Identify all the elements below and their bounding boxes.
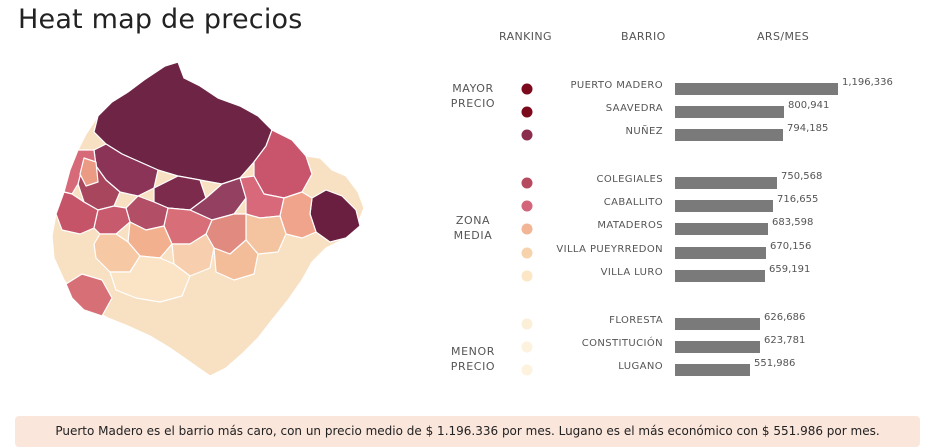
ranking-dot bbox=[521, 177, 533, 189]
group-label-line2: PRECIO bbox=[450, 360, 496, 373]
group-label-mayor: MAYOR PRECIO bbox=[443, 81, 503, 111]
bar-value-label: 659,191 bbox=[769, 264, 811, 275]
group-label-line2: MEDIA bbox=[453, 229, 493, 242]
bar-category-label: COLEGIALES bbox=[596, 174, 663, 185]
bar bbox=[675, 200, 773, 212]
bar-category-label: MATADEROS bbox=[597, 220, 663, 231]
chart-title: Heat map de precios bbox=[18, 4, 303, 35]
bar-value-label: 750,568 bbox=[781, 171, 823, 182]
group-label-media: ZONA MEDIA bbox=[443, 213, 503, 243]
header-ranking: RANKING bbox=[499, 30, 552, 43]
ranking-dot bbox=[521, 364, 533, 376]
bar bbox=[675, 318, 760, 330]
group-label-menor: MENOR PRECIO bbox=[443, 344, 503, 374]
bar bbox=[675, 364, 750, 376]
map-zone-center-4 bbox=[93, 205, 131, 235]
map-zone-north bbox=[93, 61, 273, 185]
bar-category-label: VILLA PUEYRREDON bbox=[556, 244, 663, 255]
bar bbox=[675, 83, 838, 95]
bar-value-label: 670,156 bbox=[770, 241, 812, 252]
bar-category-label: CONSTITUCIÓN bbox=[581, 338, 663, 349]
ranking-dot bbox=[521, 129, 533, 141]
bar-value-label: 1,196,336 bbox=[842, 77, 893, 88]
ranking-dot bbox=[521, 341, 533, 353]
summary-footer: Puerto Madero es el barrio más caro, con… bbox=[15, 416, 920, 447]
bar-category-label: FLORESTA bbox=[609, 315, 663, 326]
bar-value-label: 623,781 bbox=[764, 335, 806, 346]
bar bbox=[675, 270, 765, 282]
ranking-dot bbox=[521, 106, 533, 118]
header-barrio: BARRIO bbox=[621, 30, 666, 43]
bar-value-label: 800,941 bbox=[788, 100, 830, 111]
group-label-line1: MAYOR bbox=[452, 82, 494, 95]
ranking-dot bbox=[521, 83, 533, 95]
group-label-line1: ZONA bbox=[455, 214, 491, 227]
bar bbox=[675, 247, 766, 259]
ranking-dot bbox=[521, 318, 533, 330]
bar bbox=[675, 129, 783, 141]
map-zone-south-3 bbox=[109, 255, 191, 303]
bar bbox=[675, 106, 784, 118]
bar-category-label: VILLA LURO bbox=[600, 267, 663, 278]
bar bbox=[675, 177, 777, 189]
bar-category-label: SAAVEDRA bbox=[605, 103, 663, 114]
map-zone-south-2 bbox=[213, 239, 259, 281]
bar-category-label: LUGANO bbox=[618, 361, 663, 372]
bar-category-label: PUERTO MADERO bbox=[570, 80, 663, 91]
bar-value-label: 794,185 bbox=[787, 123, 829, 134]
bar bbox=[675, 341, 760, 353]
bar-category-label: CABALLITO bbox=[603, 197, 663, 208]
ranking-dot bbox=[521, 247, 533, 259]
bar-category-label: NUÑEZ bbox=[625, 126, 663, 137]
map-zone-south-lugano bbox=[65, 273, 113, 317]
ranking-dot bbox=[521, 223, 533, 235]
bar-value-label: 551,986 bbox=[754, 358, 796, 369]
bar-value-label: 626,686 bbox=[764, 312, 806, 323]
header-unit: ARS/MES bbox=[757, 30, 810, 43]
bar-value-label: 716,655 bbox=[777, 194, 819, 205]
bar-value-label: 683,598 bbox=[772, 217, 814, 228]
bar bbox=[675, 223, 768, 235]
group-label-line2: PRECIO bbox=[450, 97, 496, 110]
buenos-aires-heat-map bbox=[51, 61, 365, 377]
map-zone-coral bbox=[79, 157, 99, 187]
ranking-dot bbox=[521, 200, 533, 212]
ranking-dot bbox=[521, 270, 533, 282]
group-label-line1: MENOR bbox=[451, 345, 495, 358]
